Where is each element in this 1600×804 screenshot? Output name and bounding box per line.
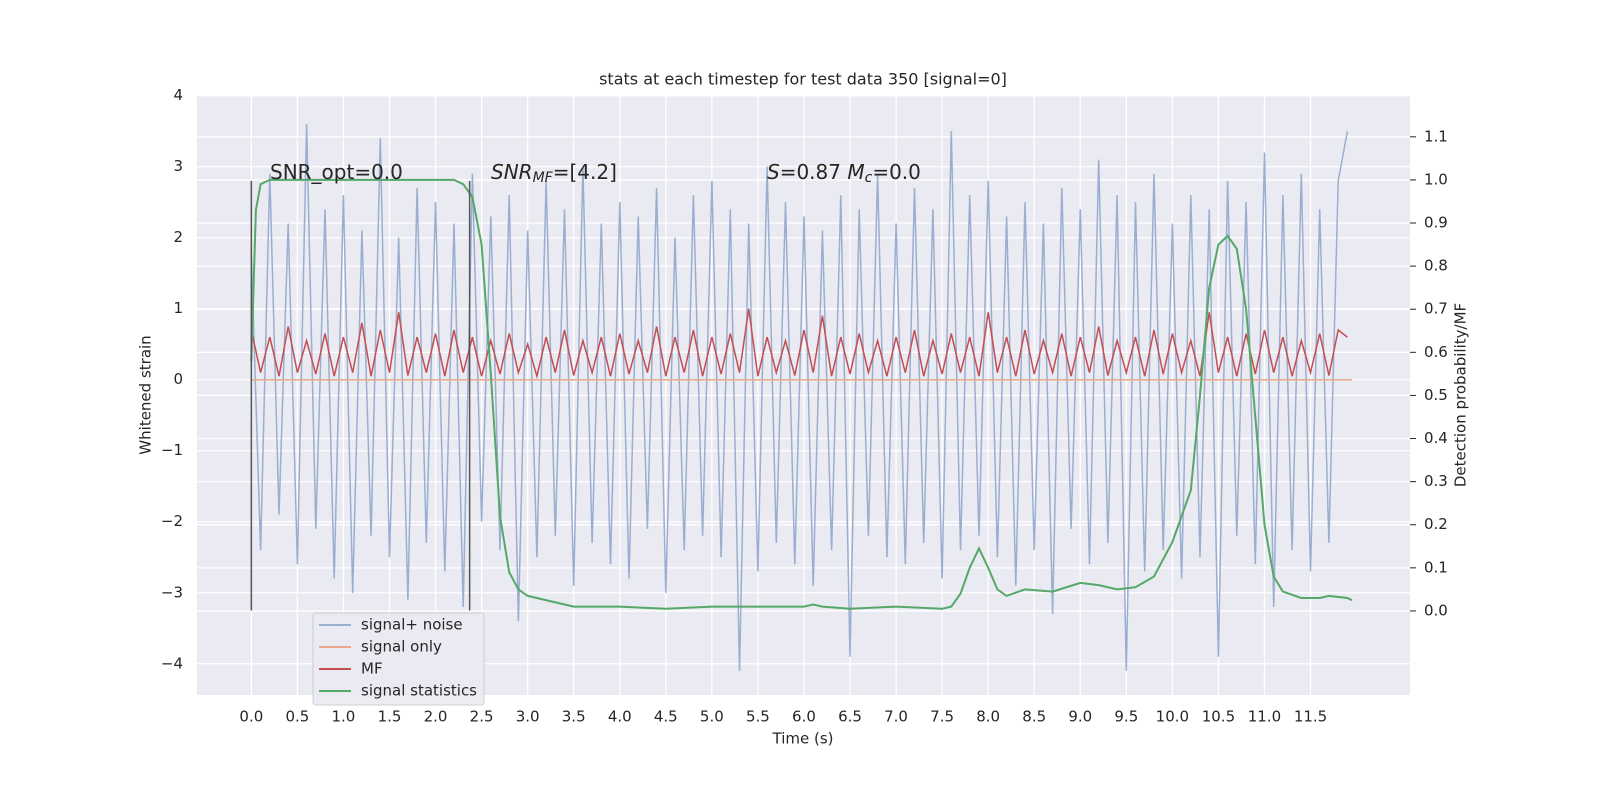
x-tick-label: 2.0 (424, 708, 448, 726)
y-tick-label: 2 (173, 228, 183, 246)
legend-box (312, 612, 485, 706)
legend: signal+ noise signal only MF signal statist… (312, 612, 485, 706)
legend-label: MF (361, 660, 383, 678)
y2-tick-label: 0.3 (1424, 472, 1448, 490)
y2-tick-label: 0.1 (1424, 558, 1448, 576)
x-tick-label: 5.5 (746, 708, 770, 726)
legend-label: signal statistics (361, 682, 477, 700)
legend-label: signal only (361, 638, 442, 656)
annotation-part: SNR_opt=0.0 (270, 160, 403, 184)
x-tick-label: 10.0 (1156, 708, 1189, 726)
x-tick-label: 4.0 (608, 708, 632, 726)
x-tick-label: 6.0 (792, 708, 816, 726)
y-tick-label: −4 (161, 654, 183, 672)
annotation-part: SNR (491, 160, 533, 184)
x-tick-label: 3.0 (516, 708, 540, 726)
annotation-part: =[4.2] (553, 160, 617, 184)
y2-tick-label: 0.8 (1424, 257, 1448, 275)
annotation: SNR_opt=0.0 (270, 160, 403, 184)
y2-tick-label: 1.1 (1424, 127, 1448, 145)
annotation-part: =0.87 (780, 160, 848, 184)
annotation: SNRMF=[4.2] (491, 160, 617, 187)
y2-axis-label: Detection probability/MF (1452, 303, 1470, 487)
series-line (250, 308, 1348, 380)
y-tick-label: 3 (173, 157, 183, 175)
x-tick-label: 9.0 (1068, 708, 1092, 726)
x-tick-label: 9.5 (1114, 708, 1138, 726)
x-tick-label: 0.5 (285, 708, 309, 726)
annotation-part: =0.0 (872, 160, 921, 184)
y2-tick-label: 1.0 (1424, 170, 1448, 188)
x-tick-label: 8.5 (1022, 708, 1046, 726)
y2-tick-label: 0.4 (1424, 429, 1448, 447)
chart-title: stats at each timestep for test data 350… (599, 70, 1007, 89)
y-tick-label: 1 (173, 299, 183, 317)
x-tick-label: 2.5 (470, 708, 494, 726)
annotation: S=0.87 Mc=0.0 (767, 160, 921, 187)
annotation-part: M (847, 160, 864, 184)
annotation-part: c (865, 170, 873, 186)
x-tick-label: 11.5 (1294, 708, 1327, 726)
x-tick-label: 0.0 (239, 708, 263, 726)
y2-tick-label: 0.9 (1424, 214, 1448, 232)
y2-tick-label: 0.6 (1424, 343, 1448, 361)
x-tick-label: 1.5 (378, 708, 402, 726)
series-line (250, 124, 1349, 671)
legend-label: signal+ noise (361, 616, 463, 634)
y2-tick-label: 0.7 (1424, 300, 1448, 318)
x-tick-label: 7.5 (930, 708, 954, 726)
x-tick-label: 10.5 (1202, 708, 1235, 726)
x-tick-label: 7.0 (884, 708, 908, 726)
y-tick-label: −1 (161, 441, 183, 459)
x-tick-label: 4.5 (654, 708, 678, 726)
y-tick-label: 0 (173, 370, 183, 388)
x-tick-label: 11.0 (1248, 708, 1281, 726)
y-tick-label: −2 (161, 512, 183, 530)
y-tick-label: 4 (173, 86, 183, 104)
y-tick-label: −3 (161, 583, 183, 601)
x-tick-label: 6.5 (838, 708, 862, 726)
x-tick-label: 8.0 (976, 708, 1000, 726)
y2-tick-label: 0.2 (1424, 515, 1448, 533)
x-tick-label: 3.5 (562, 708, 586, 726)
x-tick-label: 1.0 (332, 708, 356, 726)
annotation-part: MF (533, 170, 554, 186)
y2-tick-label: 0.5 (1424, 386, 1448, 404)
y2-tick-label: 0.0 (1424, 601, 1448, 619)
x-tick-label: 5.0 (700, 708, 724, 726)
y-axis-label: Whitened strain (137, 335, 155, 454)
annotation-part: S (767, 160, 780, 184)
x-axis-label: Time (s) (772, 730, 834, 748)
